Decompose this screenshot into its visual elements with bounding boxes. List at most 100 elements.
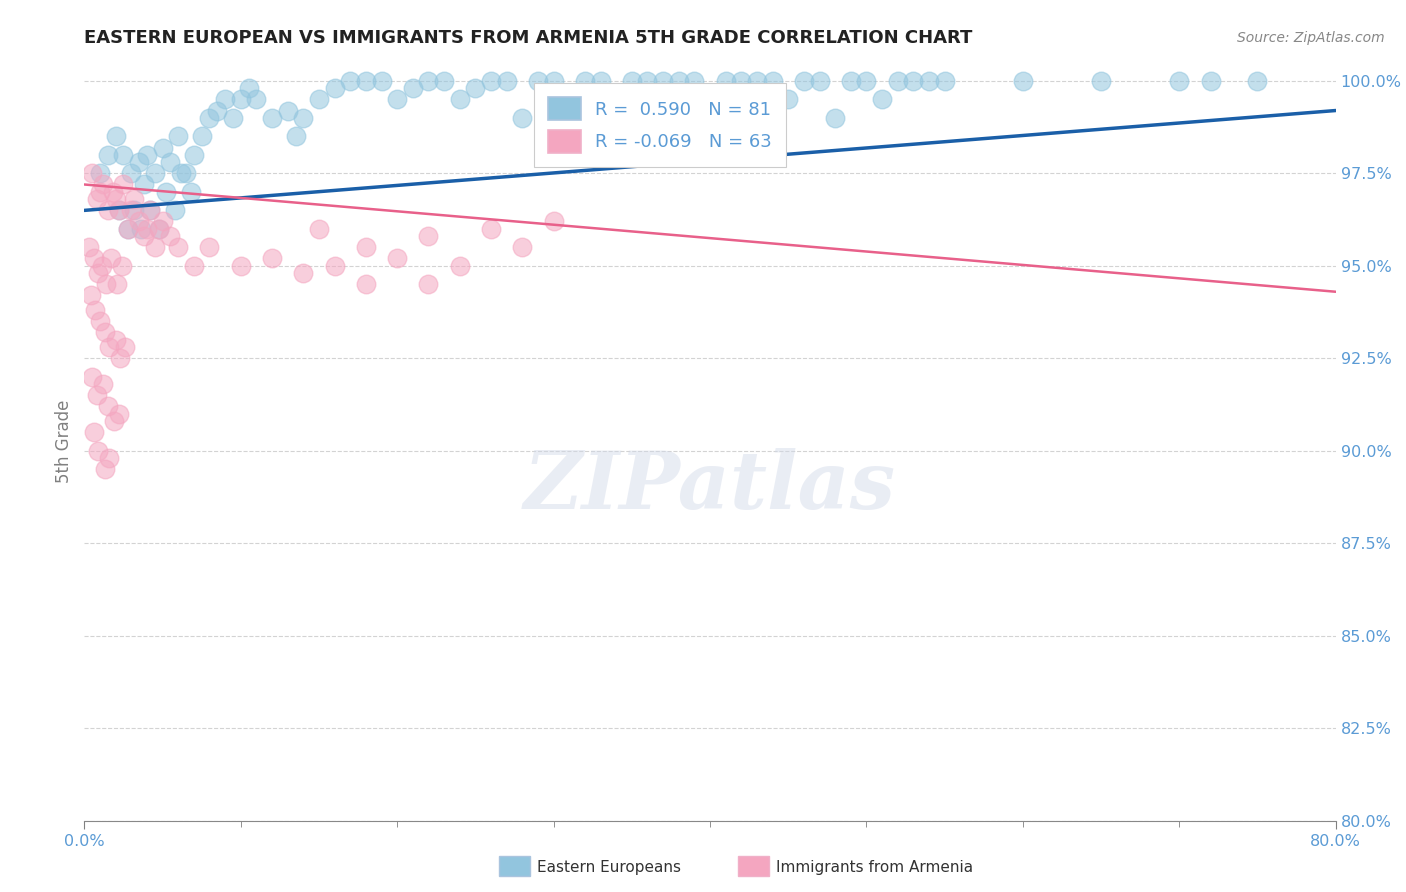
Point [308, 222, 330, 236]
Point [190, 129, 212, 144]
Point [148, 222, 170, 236]
Point [112, 148, 135, 162]
Point [714, 74, 737, 88]
Point [120, 203, 142, 218]
Point [112, 178, 135, 192]
Point [479, 74, 502, 88]
Point [170, 166, 193, 180]
Point [143, 240, 166, 254]
Text: Immigrants from Armenia: Immigrants from Armenia [776, 861, 973, 875]
Point [323, 81, 346, 95]
Point [683, 74, 706, 88]
Point [808, 74, 831, 88]
Point [110, 351, 132, 366]
Point [449, 92, 471, 106]
Point [83, 425, 105, 440]
Point [495, 74, 517, 88]
Point [918, 74, 941, 88]
Point [637, 74, 659, 88]
Point [155, 185, 177, 199]
Point [183, 148, 205, 162]
Point [292, 266, 315, 280]
Point [87, 443, 110, 458]
Point [152, 214, 174, 228]
Point [229, 259, 252, 273]
Point [778, 92, 800, 106]
Point [124, 203, 146, 218]
Point [83, 252, 105, 266]
Point [620, 74, 643, 88]
Point [82, 369, 104, 384]
Point [385, 252, 409, 266]
Point [512, 111, 534, 125]
Point [86, 388, 108, 402]
Point [139, 203, 162, 218]
Point [136, 222, 159, 236]
Point [339, 74, 361, 88]
Point [284, 129, 307, 144]
Point [152, 140, 174, 154]
Point [464, 81, 486, 95]
Text: Source: ZipAtlas.com: Source: ZipAtlas.com [1237, 31, 1385, 45]
Point [105, 277, 128, 292]
Point [824, 111, 846, 125]
Point [91, 178, 114, 192]
Point [839, 74, 862, 88]
Point [84, 303, 107, 318]
Point [308, 92, 330, 106]
Point [159, 155, 181, 169]
Point [222, 111, 245, 125]
Point [148, 222, 170, 236]
Point [104, 333, 127, 347]
Point [132, 229, 155, 244]
Point [745, 74, 768, 88]
Point [89, 166, 111, 180]
Point [323, 259, 346, 273]
Point [1246, 74, 1268, 88]
Point [159, 229, 181, 244]
Point [183, 259, 205, 273]
Point [89, 314, 111, 328]
Point [87, 266, 110, 280]
Point [90, 259, 112, 273]
Point [143, 166, 166, 180]
Point [93, 326, 115, 340]
Point [354, 74, 377, 88]
Point [699, 111, 721, 125]
Point [277, 103, 299, 118]
Point [433, 74, 456, 88]
Point [855, 74, 877, 88]
Point [589, 74, 612, 88]
Point [120, 166, 142, 180]
Point [139, 203, 162, 218]
Point [79, 288, 101, 302]
Point [98, 340, 121, 354]
Point [214, 92, 236, 106]
Point [262, 252, 284, 266]
Point [93, 462, 115, 476]
Point [354, 240, 377, 254]
Point [793, 74, 815, 88]
Point [117, 222, 139, 236]
Point [98, 451, 121, 466]
Point [479, 222, 502, 236]
Point [418, 277, 440, 292]
Point [449, 259, 471, 273]
Point [180, 185, 202, 199]
Point [903, 74, 925, 88]
Point [207, 103, 229, 118]
Point [107, 407, 129, 421]
Point [870, 92, 893, 106]
Text: ZIPatlas: ZIPatlas [524, 449, 896, 525]
Point [1168, 74, 1191, 88]
Point [292, 111, 315, 125]
Point [354, 277, 377, 292]
Point [668, 74, 690, 88]
Point [97, 148, 120, 162]
Point [574, 74, 596, 88]
Point [245, 92, 267, 106]
Point [128, 214, 150, 228]
Point [730, 74, 752, 88]
Point [652, 74, 675, 88]
Point [104, 192, 127, 206]
